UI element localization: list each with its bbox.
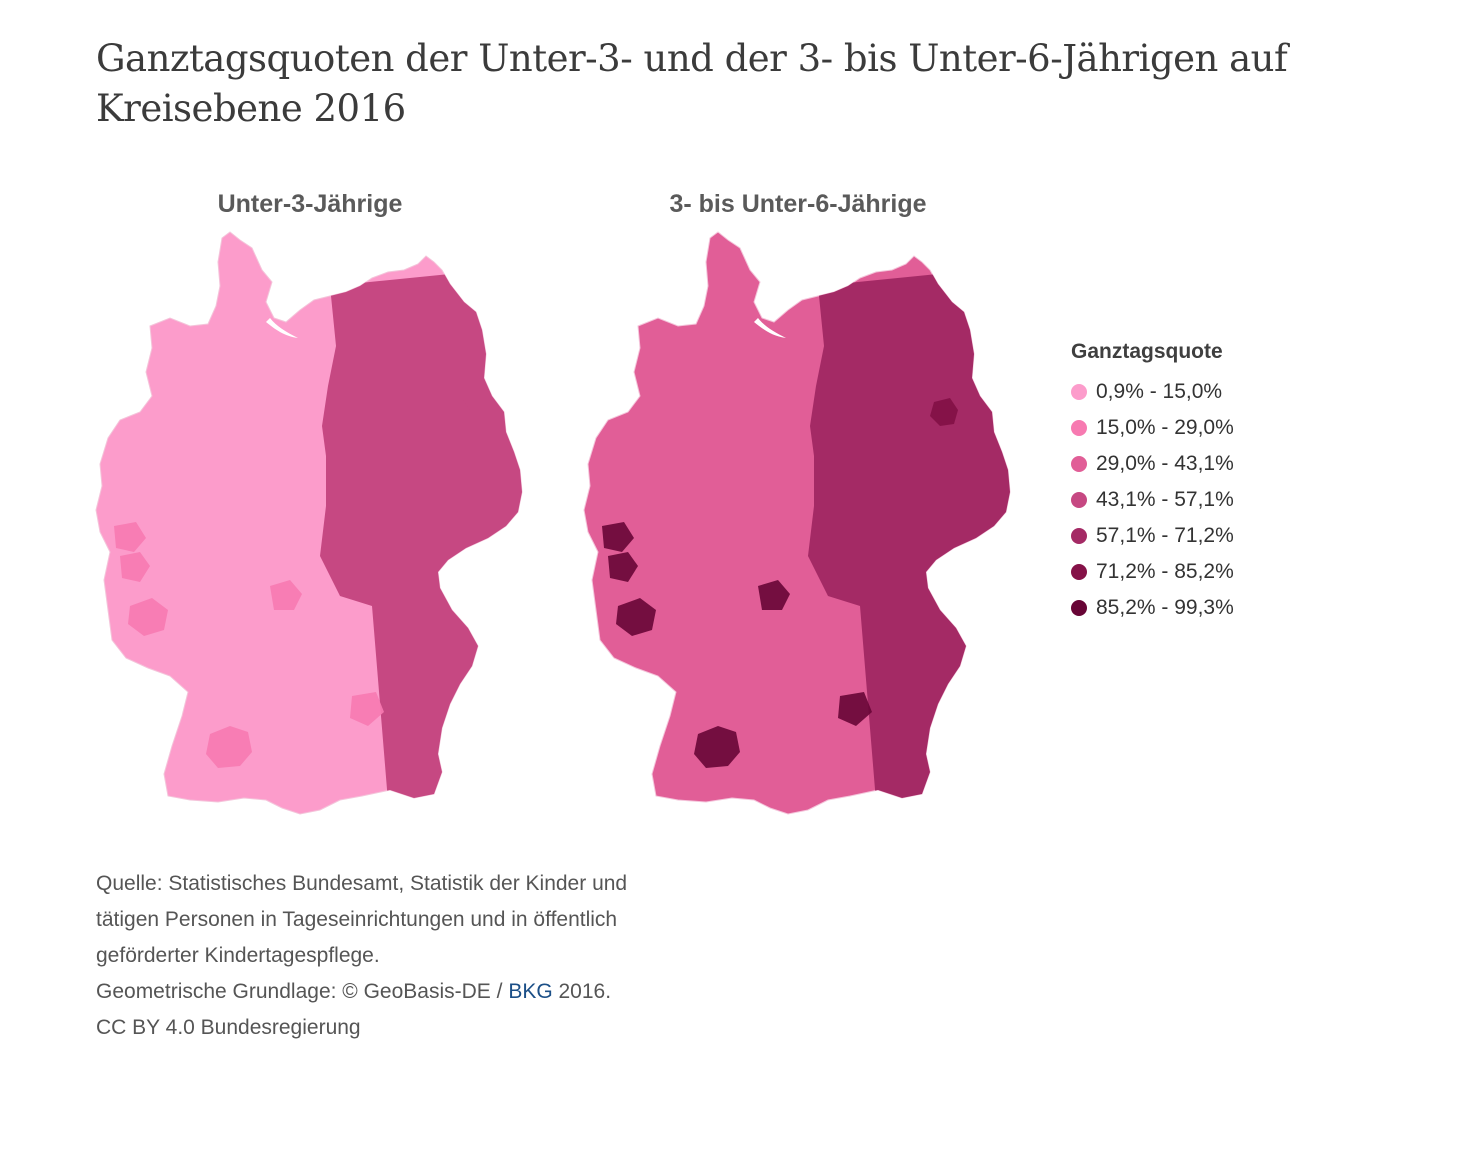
germany-map-3-to-6[interactable] xyxy=(578,226,1018,826)
legend-swatch xyxy=(1071,528,1087,544)
legend-swatch xyxy=(1071,456,1087,472)
legend-swatch xyxy=(1071,600,1087,616)
source-note: Quelle: Statistisches Bundesamt, Statist… xyxy=(96,866,676,1046)
legend-item: 57,1% - 71,2% xyxy=(1071,518,1234,554)
map-district-patch[interactable] xyxy=(128,598,168,636)
legend-label: 15,0% - 29,0% xyxy=(1096,416,1234,439)
legend-label: 29,0% - 43,1% xyxy=(1096,452,1234,475)
map-district-patch[interactable] xyxy=(616,598,656,636)
geometry-credit: Geometrische Grundlage: © GeoBasis-DE / … xyxy=(96,980,612,1003)
map-district-patch[interactable] xyxy=(758,580,790,610)
map-district-patch[interactable] xyxy=(114,522,146,552)
map-district-patch[interactable] xyxy=(270,580,302,610)
license-text: CC BY 4.0 Bundesregierung xyxy=(96,1016,361,1039)
map-region-berlin[interactable] xyxy=(442,398,470,426)
legend-item: 85,2% - 99,3% xyxy=(1071,590,1234,626)
map-district-patches xyxy=(114,522,384,768)
germany-map-under-3[interactable] xyxy=(90,226,530,826)
map-district-patch[interactable] xyxy=(608,552,638,582)
legend-label: 0,9% - 15,0% xyxy=(1096,380,1223,403)
map-heading-under-3: Unter-3-Jährige xyxy=(217,190,403,218)
legend-swatch xyxy=(1071,492,1087,508)
legend-label: 71,2% - 85,2% xyxy=(1096,560,1234,583)
legend-item: 0,9% - 15,0% xyxy=(1071,374,1234,410)
map-district-patch[interactable] xyxy=(206,726,252,768)
legend-item: 15,0% - 29,0% xyxy=(1071,410,1234,446)
map-heading-3-to-6: 3- bis Unter-6-Jährige xyxy=(669,190,927,218)
legend-swatch xyxy=(1071,384,1087,400)
map-district-patch[interactable] xyxy=(350,692,384,726)
legend-swatch xyxy=(1071,420,1087,436)
map-district-patch[interactable] xyxy=(602,522,634,552)
elbe-estuary xyxy=(754,318,786,338)
legend-title: Ganztagsquote xyxy=(1071,340,1223,363)
legend-label: 57,1% - 71,2% xyxy=(1096,524,1234,547)
legend-item: 29,0% - 43,1% xyxy=(1071,446,1234,482)
map-district-patch[interactable] xyxy=(694,726,740,768)
legend-item: 71,2% - 85,2% xyxy=(1071,554,1234,590)
legend-label: 43,1% - 57,1% xyxy=(1096,488,1234,511)
legend-swatch xyxy=(1071,564,1087,580)
map-district-patch[interactable] xyxy=(120,552,150,582)
map-district-patches xyxy=(602,522,872,768)
elbe-estuary xyxy=(266,318,298,338)
map-district-patch[interactable] xyxy=(838,692,872,726)
source-text: Quelle: Statistisches Bundesamt, Statist… xyxy=(96,872,628,967)
legend-label: 85,2% - 99,3% xyxy=(1096,596,1234,619)
bkg-link[interactable]: BKG xyxy=(508,980,553,1003)
page-title: Ganztagsquoten der Unter-3- und der 3- b… xyxy=(96,37,1288,130)
map-region-berlin[interactable] xyxy=(930,398,958,426)
legend-item: 43,1% - 57,1% xyxy=(1071,482,1234,518)
legend: Ganztagsquote 0,9% - 15,0% 15,0% - 29,0%… xyxy=(1071,338,1234,626)
